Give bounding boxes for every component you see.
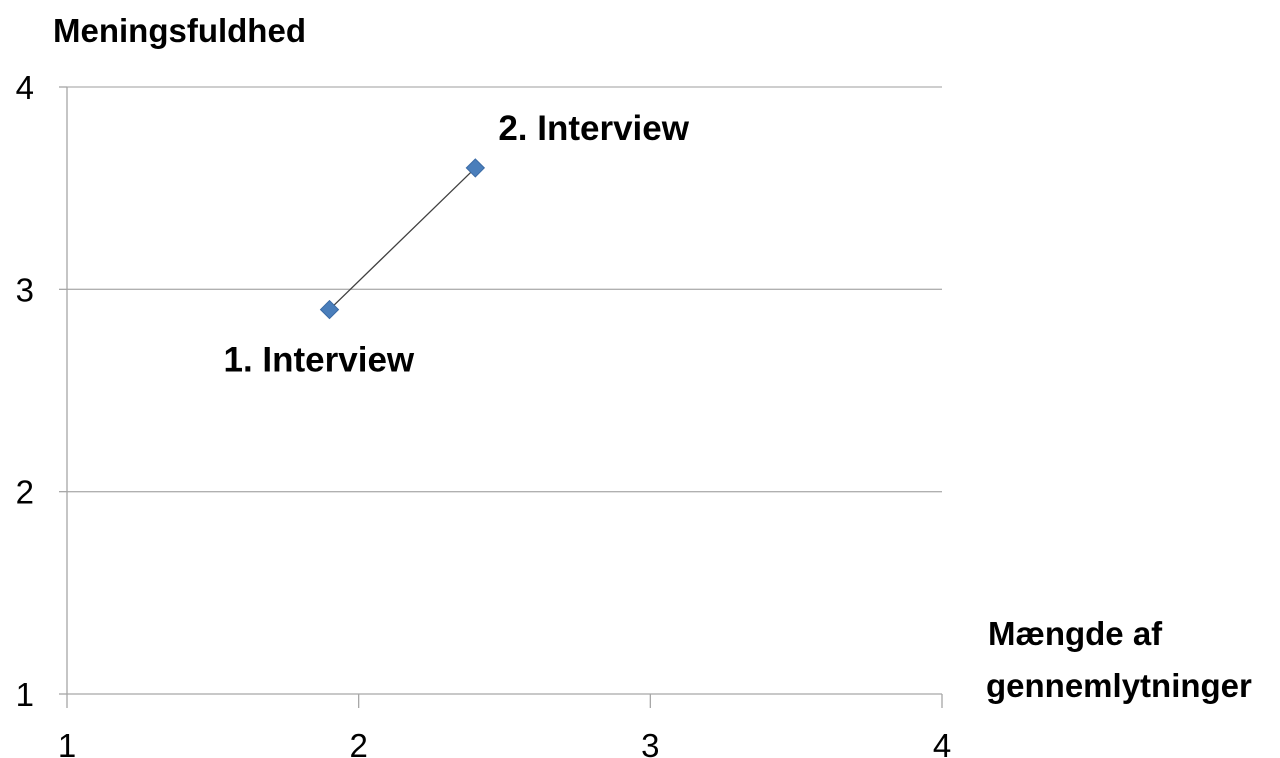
- series-line-0: [329, 167, 476, 311]
- x-tick-label-3: 3: [641, 727, 659, 758]
- gridlines: [67, 86, 942, 493]
- y-tick-label-4: 4: [16, 69, 34, 106]
- y-tick-label-3: 3: [16, 271, 34, 308]
- x-axis-title-line-2: gennemlytninger: [986, 667, 1252, 704]
- axes: 1 2 3 4 1 2 3 4: [16, 69, 952, 758]
- data-label-2: 2. Interview: [498, 109, 689, 148]
- data-point-2: [465, 158, 486, 178]
- data-labels: 1. Interview 2. Interview: [224, 109, 690, 380]
- x-tick-label-4: 4: [933, 727, 951, 758]
- x-axis-title-line-1: Mængde af: [988, 615, 1163, 652]
- data-label-1: 1. Interview: [224, 341, 415, 380]
- series: [319, 158, 486, 320]
- y-tick-label-1: 1: [16, 676, 34, 713]
- data-point-1: [319, 299, 340, 320]
- y-axis-title: Meningsfuldhed: [53, 12, 306, 49]
- y-tick-label-2: 2: [16, 474, 34, 511]
- x-tick-label-1: 1: [58, 727, 76, 758]
- x-tick-label-2: 2: [349, 727, 367, 758]
